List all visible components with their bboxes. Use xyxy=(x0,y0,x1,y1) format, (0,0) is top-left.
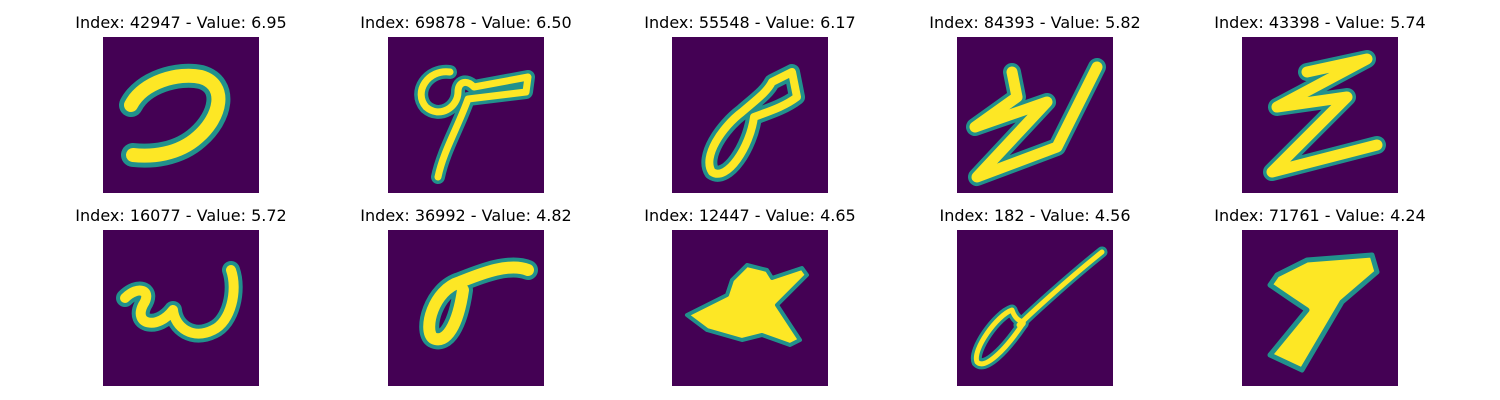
panel-title: Index: 69878 - Value: 6.50 xyxy=(360,13,572,32)
panel-title: Index: 16077 - Value: 5.72 xyxy=(75,206,287,225)
zigzag-stroke-icon xyxy=(957,37,1113,193)
loop-with-tail-icon xyxy=(388,37,544,193)
digit-image-2 xyxy=(388,37,544,193)
w-stroke-icon xyxy=(103,230,259,386)
panel-title: Index: 12447 - Value: 4.65 xyxy=(644,206,856,225)
digit-image-9 xyxy=(957,230,1113,386)
panel-title: Index: 182 - Value: 4.56 xyxy=(939,206,1131,225)
z-stroke-icon xyxy=(1242,37,1398,193)
panel-title: Index: 42947 - Value: 6.95 xyxy=(75,13,287,32)
digit-image-8 xyxy=(672,230,828,386)
digit-image-7 xyxy=(388,230,544,386)
panel-title: Index: 43398 - Value: 5.74 xyxy=(1214,13,1426,32)
sigma-stroke-icon xyxy=(388,230,544,386)
panel-title: Index: 71761 - Value: 4.24 xyxy=(1214,206,1426,225)
blob-stroke-icon xyxy=(672,230,828,386)
digit-image-5 xyxy=(1242,37,1398,193)
digit-image-10 xyxy=(1242,230,1398,386)
panel-title: Index: 84393 - Value: 5.82 xyxy=(929,13,1141,32)
panel-title: Index: 36992 - Value: 4.82 xyxy=(360,206,572,225)
digit-image-6 xyxy=(103,230,259,386)
seven-stroke-icon xyxy=(1242,230,1398,386)
diagonal-loop-icon xyxy=(672,37,828,193)
digit-image-1 xyxy=(103,37,259,193)
digit-image-4 xyxy=(957,37,1113,193)
panel-title: Index: 55548 - Value: 6.17 xyxy=(644,13,856,32)
digit-image-3 xyxy=(672,37,828,193)
long-tail-loop-icon xyxy=(957,230,1113,386)
curl-stroke-icon xyxy=(103,37,259,193)
